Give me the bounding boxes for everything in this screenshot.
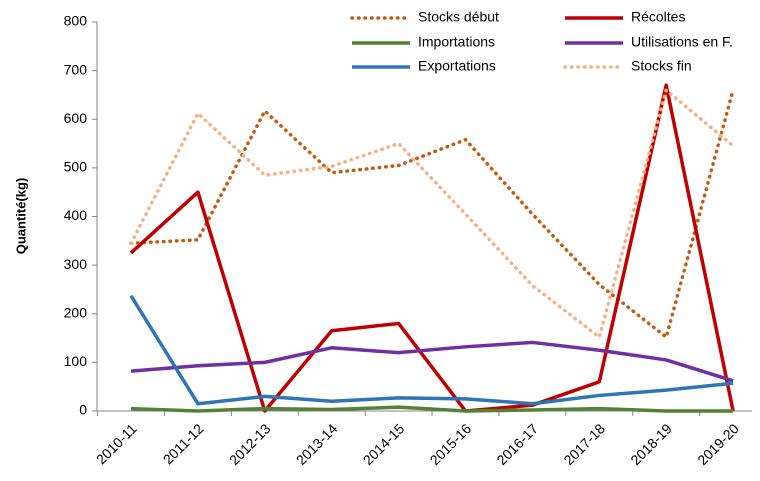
y-tick-label: 800 — [64, 13, 88, 29]
series-line — [130, 405, 734, 413]
x-tick-label: 2018-19 — [627, 420, 675, 468]
x-tick-label: 2017-18 — [560, 420, 608, 468]
legend-label: Utilisations en F. — [631, 34, 733, 50]
x-tick-label: 2010-11 — [93, 420, 140, 467]
y-axis-label: Quantité(kg) — [13, 178, 28, 255]
series-line — [129, 88, 735, 341]
legend-label: Stocks début — [418, 9, 499, 25]
y-tick-label: 500 — [64, 159, 88, 175]
series-line — [129, 86, 735, 341]
x-tick-label: 2011-12 — [160, 420, 207, 467]
series-line — [129, 294, 734, 406]
x-tick-label: 2016-17 — [493, 420, 541, 468]
y-tick-label: 600 — [64, 110, 88, 126]
x-tick-label: 2019-20 — [694, 420, 742, 468]
series-line — [129, 83, 735, 413]
legend-label: Stocks fin — [631, 58, 692, 74]
x-tick-label: 2013-14 — [293, 420, 341, 468]
series-line — [130, 340, 734, 383]
y-tick-label: 300 — [64, 256, 88, 272]
y-tick-label: 0 — [79, 402, 87, 418]
legend-label: Récoltes — [631, 9, 685, 25]
y-tick-label: 100 — [64, 353, 88, 369]
legend-label: Importations — [418, 34, 495, 50]
x-tick-label: 2012-13 — [226, 420, 274, 468]
x-tick-label: 2014-15 — [360, 420, 408, 468]
y-tick-label: 200 — [64, 304, 88, 320]
y-tick-label: 700 — [64, 61, 88, 77]
x-tick-label: 2015-16 — [427, 420, 475, 468]
legend-label: Exportations — [418, 58, 496, 74]
y-tick-label: 400 — [64, 207, 88, 223]
